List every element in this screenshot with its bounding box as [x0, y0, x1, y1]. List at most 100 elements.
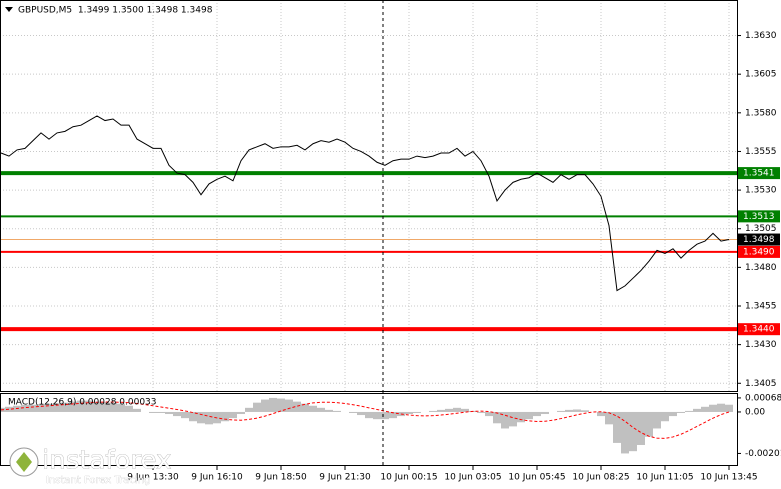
- watermark-tagline: Instant Forex Tracing: [46, 475, 150, 486]
- chart-title: GBPUSD,M5 1.3499 1.3500 1.3498 1.3498: [18, 6, 213, 16]
- macd-bar: [109, 402, 117, 412]
- macd-bar: [493, 411, 501, 424]
- macd-bar: [293, 401, 301, 412]
- macd-bar: [125, 405, 133, 412]
- level-label: 1.3541: [743, 169, 775, 179]
- macd-bar: [661, 411, 669, 422]
- y-tick-label: 0.00: [745, 407, 765, 417]
- y-tick-label: 1.3630: [745, 31, 777, 41]
- macd-bar: [437, 409, 445, 412]
- level-label-box: [738, 167, 780, 180]
- x-tick-label: 9 Jun 16:10: [191, 473, 243, 483]
- macd-bar: [597, 411, 605, 417]
- macd-bar: [717, 403, 725, 412]
- x-tick-label: 9 Jun 18:50: [255, 473, 307, 483]
- macd-bar: [189, 411, 197, 422]
- y-tick-label: 1.3555: [745, 147, 777, 157]
- macd-title: MACD(12,26,9) 0.00028 0.00033: [8, 398, 157, 408]
- macd-bar: [29, 404, 37, 412]
- macd-bar: [645, 411, 653, 437]
- macd-bar: [357, 411, 365, 416]
- x-tick-label: 9 Jun 21:30: [319, 473, 371, 483]
- macd-bar: [53, 403, 61, 412]
- y-tick-label: 1.3430: [745, 340, 777, 350]
- macd-bar: [173, 411, 181, 417]
- macd-bar: [221, 411, 229, 422]
- macd-bar: [677, 411, 685, 413]
- level-label-box: [738, 323, 780, 336]
- macd-bar: [309, 405, 317, 412]
- macd-bar: [229, 411, 237, 419]
- macd-bar: [509, 411, 517, 427]
- level-label: 1.3513: [743, 212, 775, 222]
- macd-bar: [93, 401, 101, 412]
- y-tick-label: -0.00201: [745, 449, 781, 459]
- macd-bar: [541, 411, 549, 415]
- macd-bar: [453, 407, 461, 412]
- macd-bar: [413, 411, 421, 413]
- symbol-icon: [5, 7, 13, 12]
- y-tick-label: 0.00068: [745, 393, 781, 403]
- level-label: 1.3440: [743, 325, 775, 335]
- current-price-label: 1.3498: [743, 235, 775, 245]
- x-tick-label: 10 Jun 08:25: [572, 473, 629, 483]
- macd-bar: [381, 411, 389, 420]
- y-tick-label: 1.3605: [745, 70, 777, 80]
- macd-bar: [77, 400, 85, 412]
- macd-bar: [261, 399, 269, 412]
- macd-bar: [405, 411, 413, 415]
- macd-bar: [693, 408, 701, 412]
- macd-bar: [205, 411, 213, 425]
- macd-bar: [709, 404, 717, 412]
- macd-bar: [37, 404, 45, 412]
- y-tick-label: 1.3505: [745, 224, 777, 234]
- macd-bar: [349, 411, 357, 413]
- macd-bar: [117, 403, 125, 412]
- macd-bar: [557, 410, 565, 412]
- current-price-box: [738, 233, 780, 246]
- macd-panel-frame: [0, 393, 738, 466]
- macd-bar: [133, 408, 141, 412]
- macd-bar: [533, 411, 541, 417]
- level-label-box: [738, 210, 780, 223]
- macd-bar: [501, 411, 509, 429]
- macd-bar: [21, 404, 29, 412]
- y-tick-label: 1.3480: [745, 263, 777, 273]
- macd-bar: [605, 411, 613, 425]
- macd-bar: [157, 411, 165, 413]
- macd-bar: [725, 404, 733, 412]
- macd-bar: [573, 409, 581, 412]
- macd-bar: [333, 410, 341, 412]
- x-tick-label: 10 Jun 00:15: [380, 473, 437, 483]
- macd-bar: [165, 411, 173, 415]
- watermark-brand: instaforex: [42, 446, 171, 476]
- macd-bar: [581, 410, 589, 412]
- macd-bar: [629, 411, 637, 452]
- price-panel-frame: [0, 0, 738, 392]
- macd-signal-line: [0, 401, 730, 439]
- macd-bar: [285, 399, 293, 412]
- y-tick-label: 1.3530: [745, 186, 777, 196]
- y-tick-label: 1.3455: [745, 302, 777, 312]
- macd-bar: [269, 397, 277, 412]
- macd-bar: [621, 411, 629, 454]
- macd-bar: [301, 403, 309, 412]
- macd-bar: [245, 407, 253, 412]
- macd-bar: [277, 398, 285, 412]
- macd-bar: [85, 400, 93, 412]
- macd-bar: [461, 408, 469, 412]
- x-tick-label: 10 Jun 11:05: [636, 473, 693, 483]
- watermark-logo-mark: [16, 452, 32, 472]
- x-tick-label: 10 Jun 05:45: [508, 473, 565, 483]
- macd-bar: [69, 401, 77, 412]
- macd-bar: [317, 407, 325, 412]
- macd-bar: [181, 411, 189, 419]
- macd-bar: [637, 411, 645, 445]
- macd-bar: [197, 411, 205, 424]
- level-label-box: [738, 245, 780, 258]
- macd-bar: [477, 411, 485, 413]
- level-label: 1.3490: [743, 247, 775, 257]
- price-line: [0, 115, 730, 292]
